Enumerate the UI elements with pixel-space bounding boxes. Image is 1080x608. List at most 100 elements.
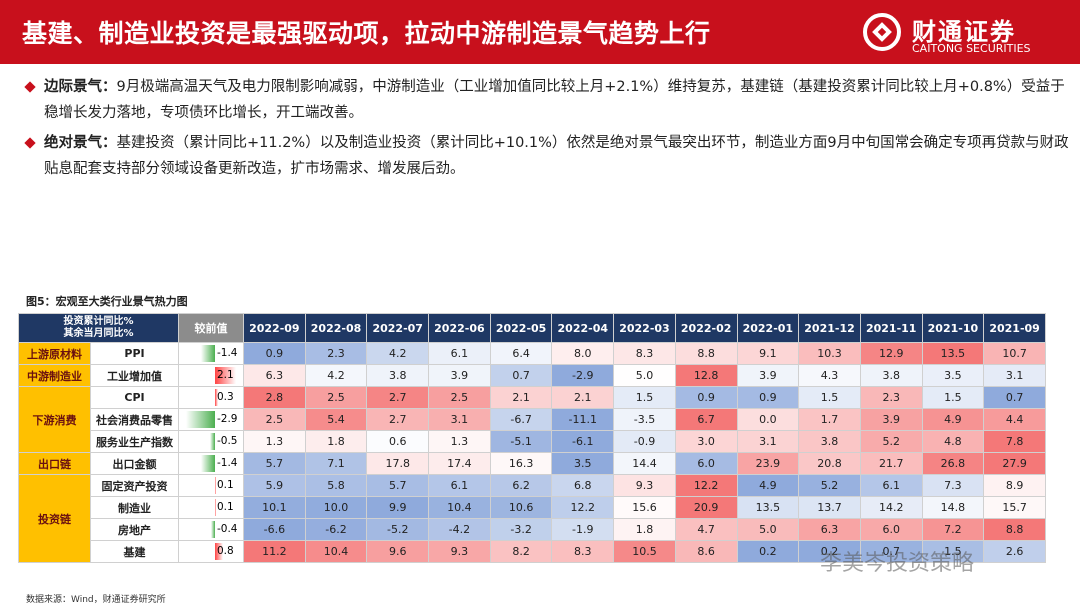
heat-cell: 2.5 [243, 408, 306, 431]
header-cell: 投资累计同比% 其余当月同比% [18, 313, 179, 343]
heat-cell: 4.2 [304, 364, 368, 387]
heat-cell: 9.3 [613, 474, 676, 497]
watermark: 李美岑投资策略 [820, 551, 975, 576]
heat-cell: 3.1 [428, 408, 491, 431]
heat-cell: 3.1 [736, 430, 800, 453]
heat-cell: 9.3 [428, 540, 491, 563]
heatmap-table: 投资累计同比% 其余当月同比% 较前值 2022-09 2022-08 2022-07 20… [18, 313, 1046, 563]
heat-cell: 7.8 [983, 430, 1046, 453]
heat-cell: 3.9 [428, 364, 491, 387]
change-value: -0.5 [217, 435, 238, 447]
indicator-cell: 工业增加值 [90, 364, 179, 387]
heat-cell: 8.8 [674, 342, 738, 365]
heat-cell: 1.5 [613, 386, 676, 409]
heat-cell: 11.2 [243, 540, 306, 563]
month-header: 2022-03 [613, 313, 676, 343]
table-row: 服务业生产指数 -0.5 1.3 1.8 0.6 1.3 -5.1 -6.1 -0.9 3.0 3.… [19, 430, 1046, 453]
month-header: 2021-10 [921, 313, 985, 343]
change-bar [211, 521, 215, 538]
heat-cell: 9.9 [366, 496, 430, 519]
change-value: -1.4 [217, 347, 238, 359]
header-label: 投资累计同比% [63, 316, 134, 327]
heat-cell: 6.3 [798, 518, 861, 541]
heat-cell: 23.9 [736, 452, 800, 475]
heat-cell: 10.4 [428, 496, 491, 519]
heat-cell: -2.9 [551, 364, 615, 387]
group-cell: 投资链 [18, 474, 91, 563]
change-cell: 2.1 [178, 364, 244, 387]
heat-cell: 1.8 [304, 430, 368, 453]
heat-cell: 3.1 [983, 364, 1046, 387]
heat-cell: 10.1 [243, 496, 306, 519]
heat-cell: 6.1 [428, 474, 491, 497]
heat-cell: 4.9 [921, 408, 985, 431]
heat-cell: 1.5 [798, 386, 861, 409]
heat-cell: 12.9 [859, 342, 923, 365]
bullet-label: 绝对景气： [44, 135, 117, 151]
heat-cell: 13.7 [798, 496, 861, 519]
indicator-cell: 服务业生产指数 [90, 430, 179, 453]
source: 数据来源：Wind，财通证券研究所 [26, 595, 166, 605]
change-bar [215, 543, 223, 560]
change-bar [201, 345, 215, 362]
indicator-cell: CPI [90, 386, 179, 409]
group-cell: 下游消费 [18, 386, 91, 453]
heat-cell: 2.3 [859, 386, 923, 409]
indicator-cell: 固定资产投资 [90, 474, 179, 497]
heat-cell: 0.2 [736, 540, 800, 563]
heat-cell: 0.6 [366, 430, 430, 453]
heat-cell: -3.2 [489, 518, 553, 541]
heat-cell: 15.6 [613, 496, 676, 519]
indicator-cell: PPI [90, 342, 179, 365]
heat-cell: 5.8 [304, 474, 368, 497]
logo-text: 财通证券 [912, 18, 1016, 46]
month-header: 2021-11 [859, 313, 923, 343]
table-row: 下游消费 CPI 0.3 2.8 2.5 2.7 2.5 2.1 2.1 1.5 0.9 0.9 1.5… [18, 386, 1046, 453]
heat-cell: 1.3 [428, 430, 491, 453]
month-header: 2022-07 [366, 313, 430, 343]
logo-subtext: CAITONG SECURITIES [912, 42, 1031, 55]
heat-cell: 3.9 [859, 408, 923, 431]
table-row: 上游原材料 PPI -1.4 0.9 2.3 4.2 6.1 6.4 8.0 8.3 8.8 9.1 1… [18, 342, 1046, 365]
heat-cell: 0.9 [243, 342, 306, 365]
heat-cell: 21.7 [859, 452, 923, 475]
heat-cell: 2.3 [304, 342, 368, 365]
table-row: 出口链 出口金额 -1.4 5.7 7.1 17.8 17.4 16.3 3.5 14.4 6.0 2… [18, 452, 1046, 475]
heat-cell: 4.7 [674, 518, 738, 541]
change-value: 2.1 [217, 369, 234, 381]
heat-cell: -5.1 [489, 430, 553, 453]
change-bar [215, 389, 218, 406]
heat-cell: -11.1 [551, 408, 615, 431]
change-cell: -0.4 [178, 518, 244, 541]
heat-cell: 5.2 [798, 474, 861, 497]
heat-cell: 10.7 [983, 342, 1046, 365]
change-value: -0.4 [217, 523, 238, 535]
heat-cell: 8.2 [489, 540, 553, 563]
change-value: 0.1 [217, 501, 234, 513]
month-header: 2021-12 [798, 313, 861, 343]
heat-cell: 6.4 [489, 342, 553, 365]
heat-cell: 20.8 [798, 452, 861, 475]
heat-cell: 9.1 [736, 342, 800, 365]
month-header: 2022-08 [304, 313, 368, 343]
heat-cell: 1.5 [921, 386, 985, 409]
heat-cell: 1.7 [798, 408, 861, 431]
heat-cell: 8.9 [983, 474, 1046, 497]
heat-cell: 2.5 [304, 386, 368, 409]
heat-cell: 3.8 [859, 364, 923, 387]
heat-cell: 4.2 [366, 342, 430, 365]
table-row: 房地产 -0.4 -6.6 -6.2 -5.2 -4.2 -3.2 -1.9 1.8 4.7 5.0… [19, 518, 1046, 541]
heat-cell: 0.7 [983, 386, 1046, 409]
month-header: 2022-09 [243, 313, 306, 343]
heat-cell: 2.7 [366, 408, 430, 431]
bullet: 绝对景气：基建投资（累计同比+11.2%）以及制造业投资（累计同比+10.1%）… [24, 130, 1074, 182]
heat-cell: 14.8 [921, 496, 985, 519]
change-value: -2.9 [217, 413, 238, 425]
change-bar [201, 455, 215, 472]
heat-cell: 12.2 [551, 496, 615, 519]
heat-cell: 10.6 [489, 496, 553, 519]
change-bar [210, 433, 215, 450]
heat-cell: 14.4 [613, 452, 676, 475]
table-row: 制造业 0.1 10.1 10.0 9.9 10.4 10.6 12.2 15.6 20.9 13.… [19, 496, 1046, 519]
